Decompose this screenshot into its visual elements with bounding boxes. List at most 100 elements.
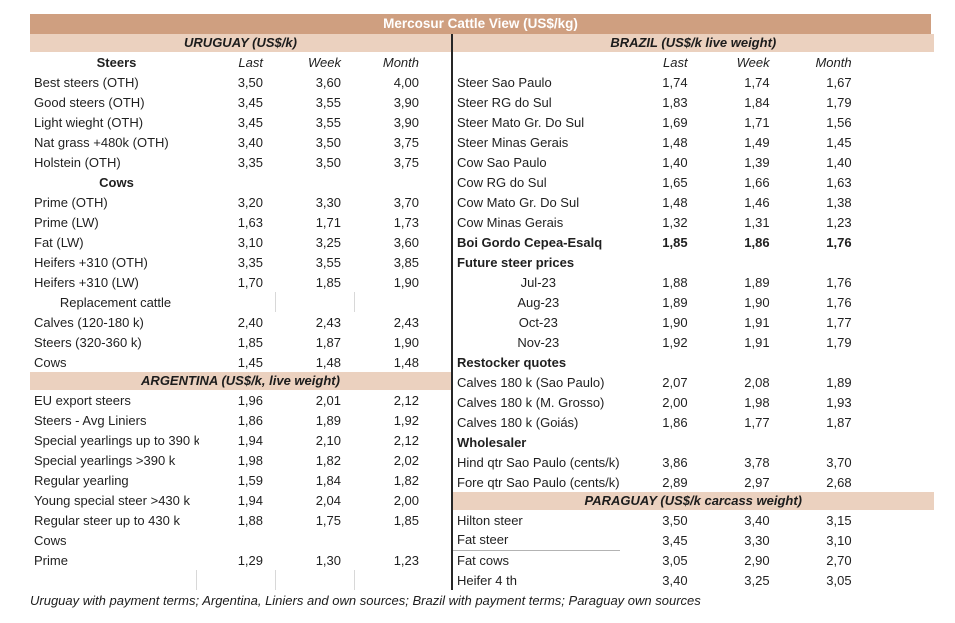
value-last: 1,85 (237, 334, 263, 350)
table-row: Steer RG do Sul 1,83 1,84 1,79 (453, 92, 934, 112)
value-last: 1,63 (237, 214, 263, 230)
value-month: 2,12 (393, 432, 419, 448)
row-label: Replacement cattle (59, 294, 172, 310)
value-week: 1,85 (315, 274, 341, 290)
row-label: Calves 180 k (M. Grosso) (457, 394, 605, 410)
left-table: URUGUAY (US$/k) Steers Last Week Month B… (30, 34, 453, 590)
table-row: Calves 180 k (Sao Paulo) 2,07 2,08 1,89 (453, 372, 934, 392)
row-label: Fat (LW) (34, 234, 84, 250)
value-last: 1,92 (662, 334, 688, 350)
value-week: 1,86 (744, 234, 770, 250)
row-label: Calves (120-180 k) (34, 314, 144, 330)
table-row: Cows (30, 172, 451, 192)
column-header-last: Last (663, 54, 688, 70)
row-label: Cows (99, 174, 134, 190)
value-month (354, 570, 433, 590)
value-week: 1,89 (744, 274, 770, 290)
value-week: 2,04 (315, 492, 341, 508)
table-row: Cow Minas Gerais 1,32 1,31 1,23 (453, 212, 934, 232)
table-row: Light wieght (OTH) 3,45 3,55 3,90 (30, 112, 451, 132)
value-last: 2,89 (662, 474, 688, 490)
value-week: 1,84 (744, 94, 770, 110)
value-last: 3,50 (662, 512, 688, 528)
table-row: Heifers +310 (LW) 1,70 1,85 1,90 (30, 272, 451, 292)
row-label: Steer RG do Sul (457, 94, 552, 110)
row-label: Steers (320-360 k) (34, 334, 142, 350)
value-month: 3,75 (393, 134, 419, 150)
value-last: 1,86 (237, 412, 263, 428)
row-label: Good steers (OTH) (34, 94, 145, 110)
table-row: Steers (320-360 k) 1,85 1,87 1,90 (30, 332, 451, 352)
value-week: 1,71 (315, 214, 341, 230)
value-month: 1,85 (393, 512, 419, 528)
row-label: Cows (34, 354, 67, 370)
row-label: Cows (34, 532, 67, 548)
column-header-row-brazil: Last Week Month (453, 52, 934, 72)
table-row: Regular steer up to 430 k 1,88 1,75 1,85 (30, 510, 451, 530)
row-label: Calves 180 k (Goiás) (457, 414, 579, 430)
value-week: 2,97 (744, 474, 770, 490)
table-row: Restocker quotes (453, 352, 934, 372)
value-last: 3,35 (237, 154, 263, 170)
table-row: Nat grass +480k (OTH) 3,40 3,50 3,75 (30, 132, 451, 152)
value-month: 3,75 (393, 154, 419, 170)
value-month: 3,60 (393, 234, 419, 250)
value-last: 1,48 (662, 194, 688, 210)
table-row: Cows 1,45 1,48 1,48 (30, 352, 451, 372)
value-last: 1,32 (662, 214, 688, 230)
row-label: Aug-23 (517, 294, 560, 310)
table-row: Young special steer >430 k 1,94 2,04 2,00 (30, 490, 451, 510)
table-row: Special yearlings >390 k 1,98 1,82 2,02 (30, 450, 451, 470)
table-row (30, 570, 451, 590)
value-week: 3,78 (744, 454, 770, 470)
table-row: Hilton steer 3,50 3,40 3,15 (453, 510, 934, 530)
table-row: Calves 180 k (M. Grosso) 2,00 1,98 1,93 (453, 392, 934, 412)
group-label-steers: Steers (96, 54, 137, 70)
row-label: Cow Minas Gerais (457, 214, 564, 230)
value-last: 1,29 (237, 552, 263, 568)
row-label: Heifers +310 (OTH) (34, 254, 148, 270)
table-row: Fat steer 3,45 3,30 3,10 (453, 530, 934, 551)
row-label: Heifer 4 th (457, 572, 517, 588)
value-last: 3,10 (237, 234, 263, 250)
table-row: Cow Sao Paulo 1,40 1,39 1,40 (453, 152, 934, 172)
report-table: Mercosur Cattle View (US$/kg) URUGUAY (U… (30, 14, 934, 590)
value-week (275, 570, 354, 590)
value-month: 3,85 (393, 254, 419, 270)
value-last: 1,90 (662, 314, 688, 330)
value-month (354, 292, 433, 312)
row-label: Fat cows (457, 552, 510, 568)
value-week: 2,10 (315, 432, 341, 448)
row-label (30, 570, 196, 590)
row-label: Steer Sao Paulo (457, 74, 552, 90)
table-row: Jul-23 1,88 1,89 1,76 (453, 272, 934, 292)
value-week: 1,71 (744, 114, 770, 130)
table-row: Cows (30, 530, 451, 550)
value-month: 3,90 (393, 114, 419, 130)
value-month: 1,90 (393, 274, 419, 290)
value-month: 2,00 (393, 492, 419, 508)
right-table: BRAZIL (US$/k live weight) Last Week Mon… (453, 34, 934, 590)
value-month: 4,00 (393, 74, 419, 90)
table-row: Oct-23 1,90 1,91 1,77 (453, 312, 934, 332)
value-week: 3,60 (315, 74, 341, 90)
value-month: 1,38 (826, 194, 852, 210)
value-month: 1,56 (826, 114, 852, 130)
value-week: 1,46 (744, 194, 770, 210)
value-month: 1,76 (826, 294, 852, 310)
column-header-row-uruguay: Steers Last Week Month (30, 52, 451, 72)
value-week: 1,91 (744, 334, 770, 350)
value-week: 1,89 (315, 412, 341, 428)
value-last: 1,88 (662, 274, 688, 290)
value-month: 2,02 (393, 452, 419, 468)
table-row: Cow Mato Gr. Do Sul 1,48 1,46 1,38 (453, 192, 934, 212)
value-month: 1,82 (393, 472, 419, 488)
column-header-month: Month (382, 54, 419, 70)
value-week: 1,87 (315, 334, 341, 350)
value-month: 3,70 (826, 454, 852, 470)
value-last: 1,98 (237, 452, 263, 468)
value-month: 1,89 (826, 374, 852, 390)
value-week (275, 292, 354, 312)
table-row: Hind qtr Sao Paulo (cents/k) 3,86 3,78 3,70 (453, 452, 934, 472)
